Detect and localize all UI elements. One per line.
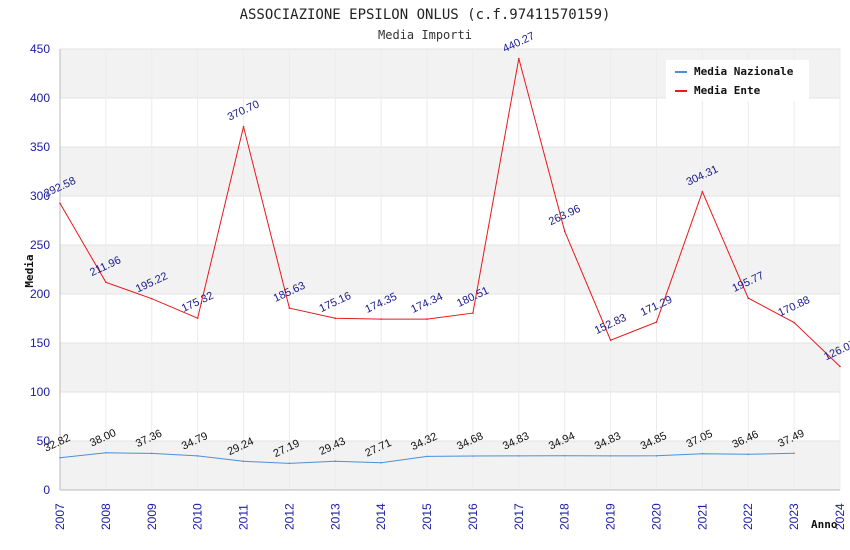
data-point bbox=[150, 297, 153, 300]
data-point bbox=[242, 460, 245, 463]
data-point bbox=[518, 455, 520, 457]
x-tick-label: 2008 bbox=[99, 503, 113, 530]
x-tick-label: 2018 bbox=[558, 503, 572, 530]
data-point bbox=[701, 190, 704, 193]
data-point bbox=[655, 321, 658, 323]
y-tick-label: 100 bbox=[30, 385, 50, 399]
chart-title: ASSOCIAZIONE EPSILON ONLUS (c.f.97411570… bbox=[240, 7, 611, 23]
data-point bbox=[747, 297, 750, 299]
x-tick-label: 2007 bbox=[53, 503, 67, 530]
data-point bbox=[59, 202, 61, 205]
y-ticks: 0 50 100 150 200 250 300 350 400 450 bbox=[30, 42, 50, 497]
chart-subtitle: Media Importi bbox=[378, 28, 472, 42]
data-point bbox=[380, 462, 382, 464]
legend-label-ente: Media Ente bbox=[694, 84, 761, 97]
data-point bbox=[793, 321, 795, 324]
x-tick-label: 2014 bbox=[374, 503, 388, 530]
x-tick-label: 2022 bbox=[741, 503, 755, 530]
data-point bbox=[288, 307, 291, 309]
x-tick-label: 2017 bbox=[512, 503, 526, 530]
x-tick-label: 2023 bbox=[787, 503, 801, 530]
data-point bbox=[288, 462, 291, 465]
legend-box bbox=[666, 60, 809, 101]
series-lines bbox=[59, 57, 841, 465]
data-point bbox=[563, 454, 566, 457]
y-tick-label: 250 bbox=[30, 238, 50, 252]
data-point bbox=[701, 452, 704, 455]
series-line-ente bbox=[59, 58, 841, 367]
grid-band bbox=[60, 245, 840, 294]
data-point bbox=[609, 455, 612, 457]
x-tick-label: 2021 bbox=[695, 503, 709, 530]
x-tick-label: 2020 bbox=[649, 503, 663, 530]
legend: Media Nazionale Media Ente bbox=[666, 60, 809, 101]
y-tick-label: 150 bbox=[30, 336, 50, 350]
x-tick-label: 2010 bbox=[191, 503, 205, 530]
y-tick-label: 200 bbox=[30, 287, 50, 301]
y-tick-label: 450 bbox=[30, 42, 50, 56]
data-point bbox=[426, 318, 428, 320]
data-point bbox=[334, 317, 337, 320]
grid-band bbox=[60, 147, 840, 196]
data-point bbox=[105, 281, 107, 284]
data-point bbox=[747, 453, 750, 456]
grid-band bbox=[60, 441, 840, 490]
data-point bbox=[334, 460, 337, 462]
grid-bands bbox=[60, 49, 840, 490]
x-tick-label: 2019 bbox=[604, 503, 618, 530]
x-ticks: 2007 2008 2009 2010 2011 2012 2013 2014 2015 2016… bbox=[53, 503, 847, 530]
data-point bbox=[609, 339, 612, 342]
x-tick-label: 2012 bbox=[282, 503, 296, 530]
data-point bbox=[242, 125, 245, 128]
y-tick-label: 300 bbox=[30, 189, 50, 203]
data-point bbox=[105, 451, 107, 454]
data-point bbox=[472, 455, 474, 457]
x-tick-label: 2024 bbox=[833, 503, 847, 530]
data-point bbox=[793, 452, 795, 455]
x-tick-label: 2011 bbox=[237, 504, 251, 530]
y-tick-label: 400 bbox=[30, 91, 50, 105]
y-tick-label: 0 bbox=[43, 483, 50, 497]
data-point bbox=[655, 455, 658, 457]
x-tick-label: 2016 bbox=[466, 503, 480, 530]
data-point bbox=[380, 318, 382, 320]
data-point bbox=[518, 57, 520, 60]
x-tick-label: 2009 bbox=[145, 503, 159, 530]
data-point bbox=[196, 317, 199, 319]
x-axis-label: Anno bbox=[811, 518, 838, 531]
data-point bbox=[839, 365, 841, 368]
data-point bbox=[150, 452, 153, 455]
y-tick-label: 350 bbox=[30, 140, 50, 154]
x-tick-label: 2015 bbox=[420, 503, 434, 530]
x-tick-label: 2013 bbox=[328, 503, 342, 530]
data-point bbox=[472, 312, 474, 314]
data-point bbox=[59, 457, 61, 459]
legend-label-nazionale: Media Nazionale bbox=[694, 65, 794, 78]
y-tick-label: 50 bbox=[37, 434, 51, 448]
data-point bbox=[196, 455, 199, 457]
grid-band bbox=[60, 343, 840, 392]
data-point bbox=[563, 230, 566, 233]
data-point bbox=[426, 455, 428, 458]
y-axis-label: Media bbox=[23, 254, 36, 287]
